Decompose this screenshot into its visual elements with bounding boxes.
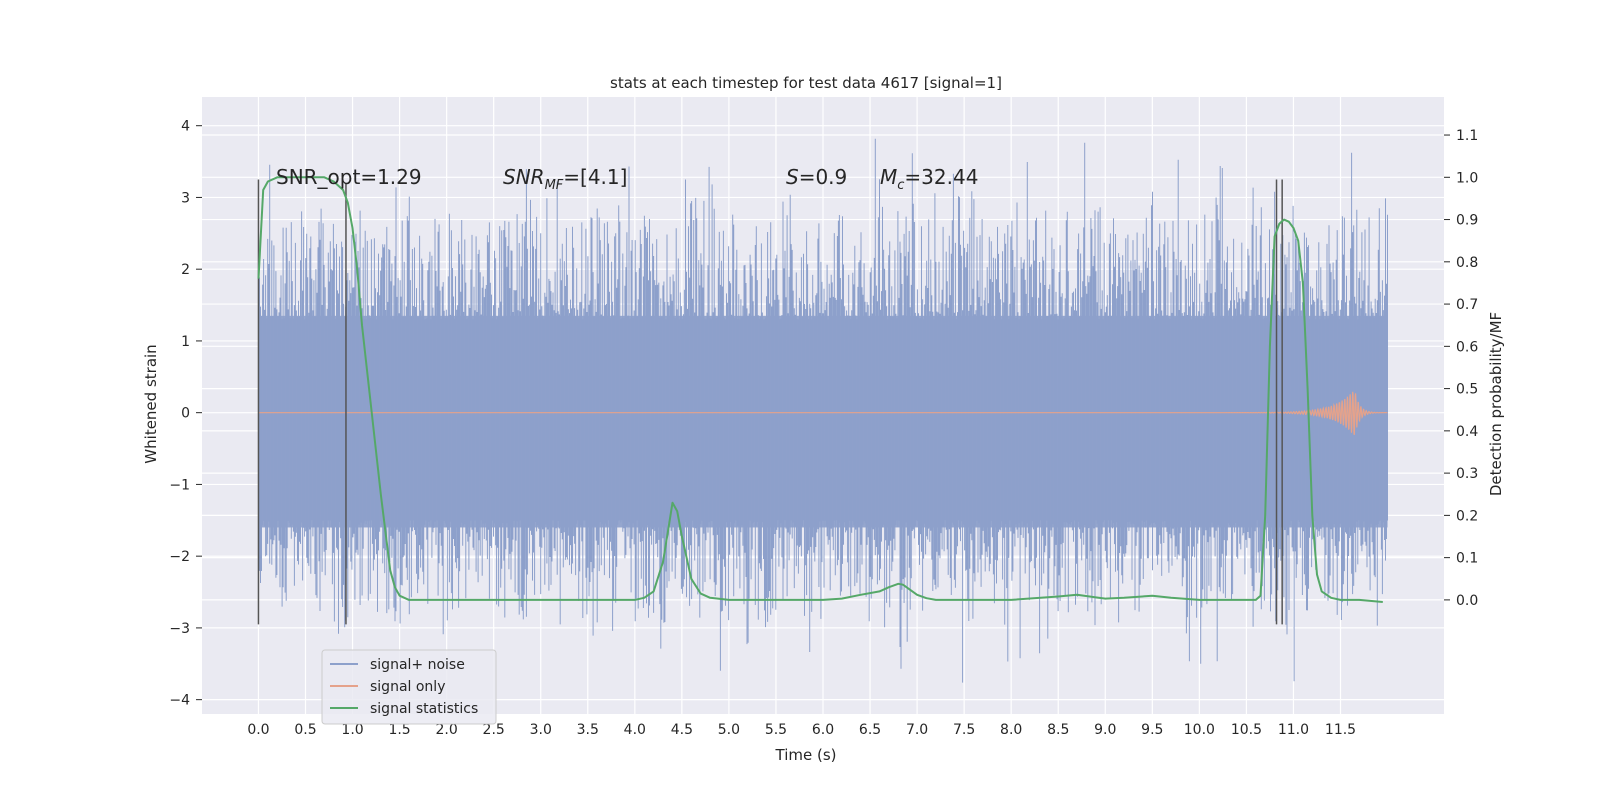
signal-statistics-series <box>257 176 1383 603</box>
x-tick-label: 5.5 <box>765 722 787 738</box>
y-tick-label: −3 <box>169 621 190 637</box>
x-tick-label: 11.5 <box>1325 722 1356 738</box>
annotation-s-symbol: S <box>786 165 799 189</box>
x-tick-label: 5.0 <box>718 722 740 738</box>
annotation-mc-value: =32.44 <box>904 165 978 189</box>
x-tick-label: 7.5 <box>953 722 975 738</box>
annotation-mc-symbol: M <box>880 165 897 189</box>
y2-tick-label: 0.3 <box>1456 466 1478 482</box>
y2-tick-label: 0.8 <box>1456 255 1478 271</box>
annotation-snr-mf: SNRMF=[4.1] <box>503 165 627 193</box>
x-tick-label: 10.0 <box>1184 722 1215 738</box>
x-tick-label: 6.0 <box>812 722 834 738</box>
annotation-snr-mf-value: =[4.1] <box>563 165 627 189</box>
y2-tick-label: 0.9 <box>1456 213 1478 229</box>
x-tick-label: 4.5 <box>671 722 693 738</box>
x-tick-label: 1.0 <box>341 722 363 738</box>
y-tick-label: −4 <box>169 693 190 709</box>
legend-label-signal-only: signal only <box>370 679 445 695</box>
annotation-s-value: =0.9 <box>799 165 848 189</box>
x-tick-label: 7.0 <box>906 722 928 738</box>
annotation-snr-mf-symbol: SNR <box>503 165 545 189</box>
y-axis-left-ticks: 4 3 2 1 0 −1 −2 −3 −4 <box>169 119 202 709</box>
x-tick-label: 6.5 <box>859 722 881 738</box>
y2-tick-label: 0.5 <box>1456 382 1478 398</box>
y2-tick-label: 0.1 <box>1456 551 1478 567</box>
x-tick-label: 11.0 <box>1278 722 1309 738</box>
signal-only-series <box>258 391 1388 436</box>
y-tick-label: 4 <box>181 119 190 135</box>
y-tick-label: 1 <box>181 334 190 350</box>
x-tick-label: 2.5 <box>483 722 505 738</box>
legend-label-signal-noise: signal+ noise <box>370 657 465 673</box>
y2-tick-label: 0.4 <box>1456 424 1478 440</box>
y-tick-label: 2 <box>181 262 190 278</box>
y2-tick-label: 0.0 <box>1456 593 1478 609</box>
y-tick-label: −1 <box>169 477 190 493</box>
y-tick-label: 3 <box>181 190 190 206</box>
x-tick-label: 2.0 <box>436 722 458 738</box>
y-axis-right-label: Detection probability/MF <box>1487 312 1505 496</box>
legend: signal+ noise signal only signal statist… <box>321 649 497 725</box>
legend-box <box>321 649 497 725</box>
y-tick-label: 0 <box>181 406 190 422</box>
x-tick-label: 10.5 <box>1231 722 1262 738</box>
x-tick-label: 3.0 <box>530 722 552 738</box>
x-tick-label: 1.5 <box>388 722 410 738</box>
x-axis-label: Time (s) <box>775 746 837 764</box>
signal-statistics-line <box>257 176 1383 603</box>
signal-only-line <box>258 391 1388 436</box>
y2-tick-label: 0.6 <box>1456 339 1478 355</box>
y-axis-right-ticks: 1.1 1.0 0.9 0.8 0.7 0.6 0.5 0.4 0.3 0.2 0.1 0.0 <box>1444 128 1478 609</box>
annotation-mc: Mc=32.44 <box>880 165 978 193</box>
x-tick-label: 3.5 <box>577 722 599 738</box>
x-axis-ticks: 0.0 0.5 1.0 1.5 2.0 2.5 3.0 3.5 4.0 4.5 5.0 5.5 6.0 6… <box>247 722 1356 738</box>
chart-title: stats at each timestep for test data 461… <box>610 74 1002 92</box>
y2-tick-label: 0.7 <box>1456 297 1478 313</box>
x-tick-label: 0.0 <box>247 722 269 738</box>
x-tick-label: 9.0 <box>1094 722 1116 738</box>
y-axis-label: Whitened strain <box>142 344 160 463</box>
annotation-mc-subscript: c <box>897 178 904 193</box>
y2-tick-label: 1.0 <box>1456 170 1478 186</box>
x-tick-label: 0.5 <box>294 722 316 738</box>
y-tick-label: −2 <box>169 549 190 565</box>
legend-label-signal-statistics: signal statistics <box>370 701 478 717</box>
x-tick-label: 8.5 <box>1047 722 1069 738</box>
annotation-snr-mf-subscript: MF <box>545 178 564 193</box>
annotation-snr-opt: SNR_opt=1.29 <box>276 165 422 189</box>
x-tick-label: 4.0 <box>624 722 646 738</box>
x-tick-label: 8.0 <box>1000 722 1022 738</box>
annotation-s: S=0.9 <box>786 165 847 189</box>
signal-noise-series <box>258 138 1388 683</box>
x-tick-label: 9.5 <box>1141 722 1163 738</box>
y2-tick-label: 1.1 <box>1456 128 1478 144</box>
vertical-markers <box>257 179 1283 625</box>
y2-tick-label: 0.2 <box>1456 508 1478 524</box>
